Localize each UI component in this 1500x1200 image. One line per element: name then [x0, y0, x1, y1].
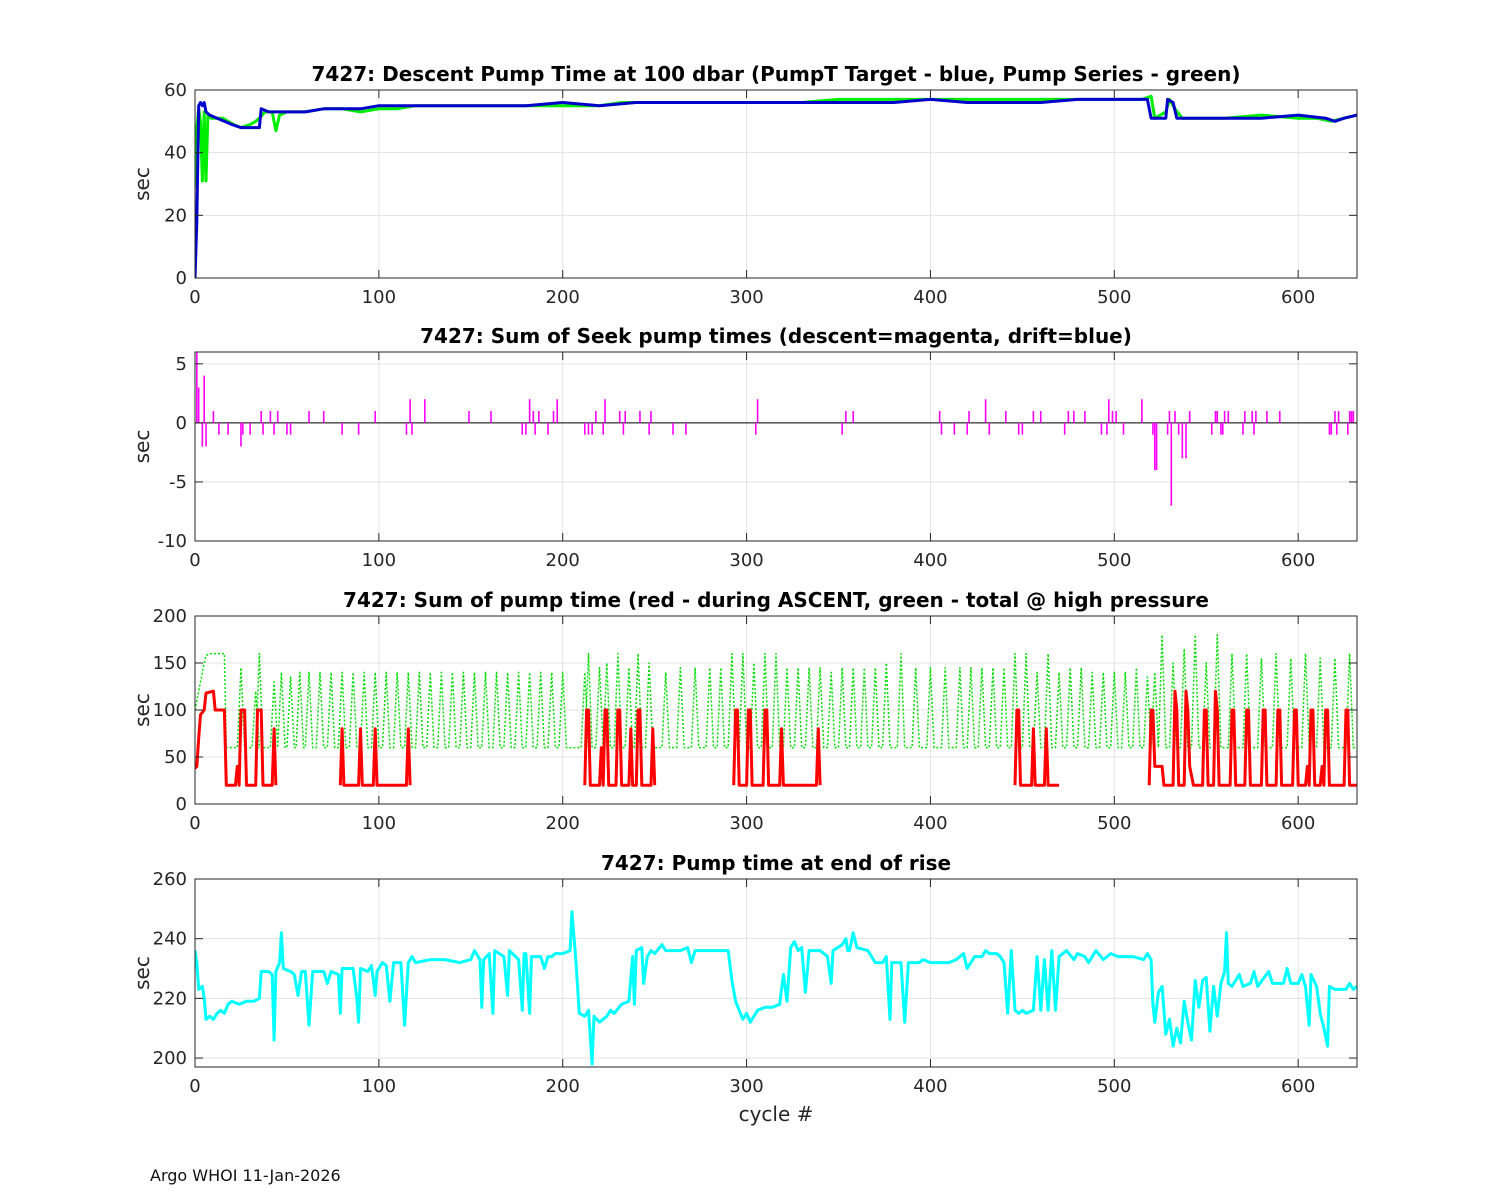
series-line-1 — [195, 634, 1357, 749]
x-axis-label: cycle # — [739, 1102, 814, 1126]
series-line-1 — [195, 910, 1357, 1066]
panel-4: 0 100 200 300 400 500 600 200 220 240 260 7427: Pum… — [130, 851, 1358, 1126]
y-tick-label: 0 — [176, 794, 187, 815]
y-tick-label: 60 — [164, 80, 187, 101]
x-tick-label: 500 — [1097, 813, 1131, 834]
series-line-1 — [195, 94, 1357, 188]
y-axis-label: sec — [130, 167, 154, 201]
series-line-2 — [1013, 708, 1060, 787]
x-tick-label: 100 — [362, 1076, 396, 1097]
series-line-2 — [195, 689, 278, 787]
y-tick-label: -5 — [169, 472, 187, 493]
x-tick-label: 500 — [1097, 550, 1131, 571]
x-tick-label: 200 — [546, 1076, 580, 1097]
plot-area — [195, 910, 1357, 1066]
chart-title: 7427: Pump time at end of rise — [601, 851, 951, 875]
y-tick-label: 260 — [153, 869, 187, 890]
x-tick-label: 200 — [546, 813, 580, 834]
series-line-2 — [732, 708, 822, 787]
y-tick-label: -10 — [158, 531, 187, 552]
x-tick-label: 300 — [729, 287, 763, 308]
chart-title: 7427: Sum of pump time (red - during ASC… — [343, 588, 1209, 612]
panel-1: 0 100 200 300 400 500 600 0 20 40 60 7427: Descent … — [130, 62, 1358, 308]
series-line-2 — [195, 97, 1357, 278]
plot-area — [195, 352, 1357, 506]
x-tick-label: 100 — [362, 550, 396, 571]
x-tick-label: 300 — [729, 550, 763, 571]
x-tick-label: 400 — [913, 813, 947, 834]
y-tick-label: 20 — [164, 205, 187, 226]
x-tick-label: 600 — [1281, 550, 1315, 571]
series-line-2 — [583, 708, 657, 787]
series-line-2 — [338, 727, 412, 787]
y-tick-label: 0 — [176, 413, 187, 434]
x-tick-label: 200 — [546, 287, 580, 308]
y-axis-label: sec — [130, 956, 154, 990]
x-tick-label: 400 — [913, 1076, 947, 1097]
plot-area — [195, 94, 1357, 278]
y-tick-label: 220 — [153, 988, 187, 1009]
panel-3: 0 100 200 300 400 500 600 0 50 100 150 200 7427: Sum… — [130, 588, 1358, 834]
axes-box — [194, 878, 1358, 1068]
x-tick-label: 400 — [913, 287, 947, 308]
y-tick-label: 40 — [164, 143, 187, 164]
y-tick-label: 200 — [153, 1048, 187, 1069]
x-tick-label: 0 — [189, 1076, 200, 1097]
plot-area — [195, 634, 1357, 787]
y-tick-label: 0 — [176, 268, 187, 289]
x-tick-label: 200 — [546, 550, 580, 571]
series-line-2 — [1147, 689, 1357, 787]
x-tick-label: 500 — [1097, 287, 1131, 308]
x-tick-label: 600 — [1281, 1076, 1315, 1097]
y-tick-label: 100 — [153, 700, 187, 721]
x-tick-label: 0 — [189, 550, 200, 571]
x-tick-label: 100 — [362, 287, 396, 308]
y-tick-label: 50 — [164, 747, 187, 768]
y-tick-label: 5 — [176, 354, 187, 375]
y-axis-label: sec — [130, 693, 154, 727]
axes-box — [194, 351, 1358, 542]
x-tick-label: 300 — [729, 813, 763, 834]
footer-label: Argo WHOI 11-Jan-2026 — [150, 1166, 341, 1185]
x-tick-label: 600 — [1281, 287, 1315, 308]
y-tick-label: 200 — [153, 606, 187, 627]
axes-box — [194, 89, 1358, 279]
x-tick-label: 600 — [1281, 813, 1315, 834]
y-tick-label: 240 — [153, 929, 187, 950]
x-tick-label: 100 — [362, 813, 396, 834]
x-tick-label: 0 — [189, 287, 200, 308]
y-tick-label: 150 — [153, 653, 187, 674]
x-tick-label: 400 — [913, 550, 947, 571]
chart-title: 7427: Descent Pump Time at 100 dbar (Pum… — [312, 62, 1241, 86]
x-tick-label: 500 — [1097, 1076, 1131, 1097]
y-axis-label: sec — [130, 430, 154, 464]
x-tick-label: 0 — [189, 813, 200, 834]
x-tick-label: 300 — [729, 1076, 763, 1097]
chart-title: 7427: Sum of Seek pump times (descent=ma… — [420, 324, 1132, 348]
panel-2: 0 100 200 300 400 500 600 -10 -5 0 5 7427: Sum of S… — [130, 324, 1358, 571]
